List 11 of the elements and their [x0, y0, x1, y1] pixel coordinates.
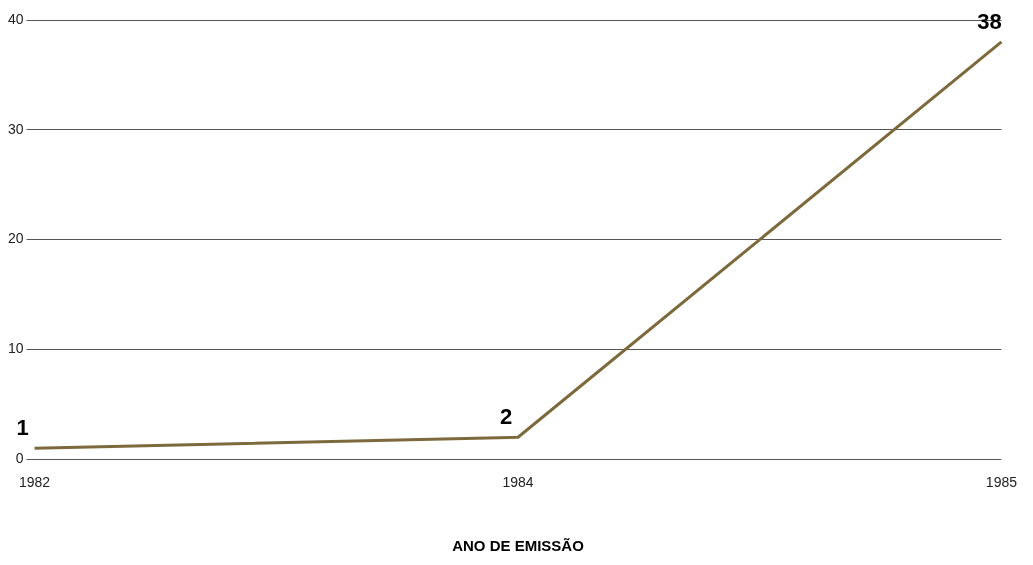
y-tick-label: 10	[7, 340, 24, 357]
x-tick-label: 1982	[18, 474, 51, 491]
y-tick-label: 20	[7, 230, 24, 247]
y-tick-label: 30	[7, 120, 24, 137]
data-label: 1	[16, 415, 29, 441]
x-tick-label: 1985	[985, 474, 1018, 491]
x-axis-title: ANO DE EMISSÃO	[452, 537, 585, 555]
data-label: 2	[499, 404, 513, 430]
x-tick-label: 1984	[502, 474, 534, 491]
y-tick-label: 0	[15, 450, 24, 467]
y-tick-label: 40	[7, 10, 24, 27]
